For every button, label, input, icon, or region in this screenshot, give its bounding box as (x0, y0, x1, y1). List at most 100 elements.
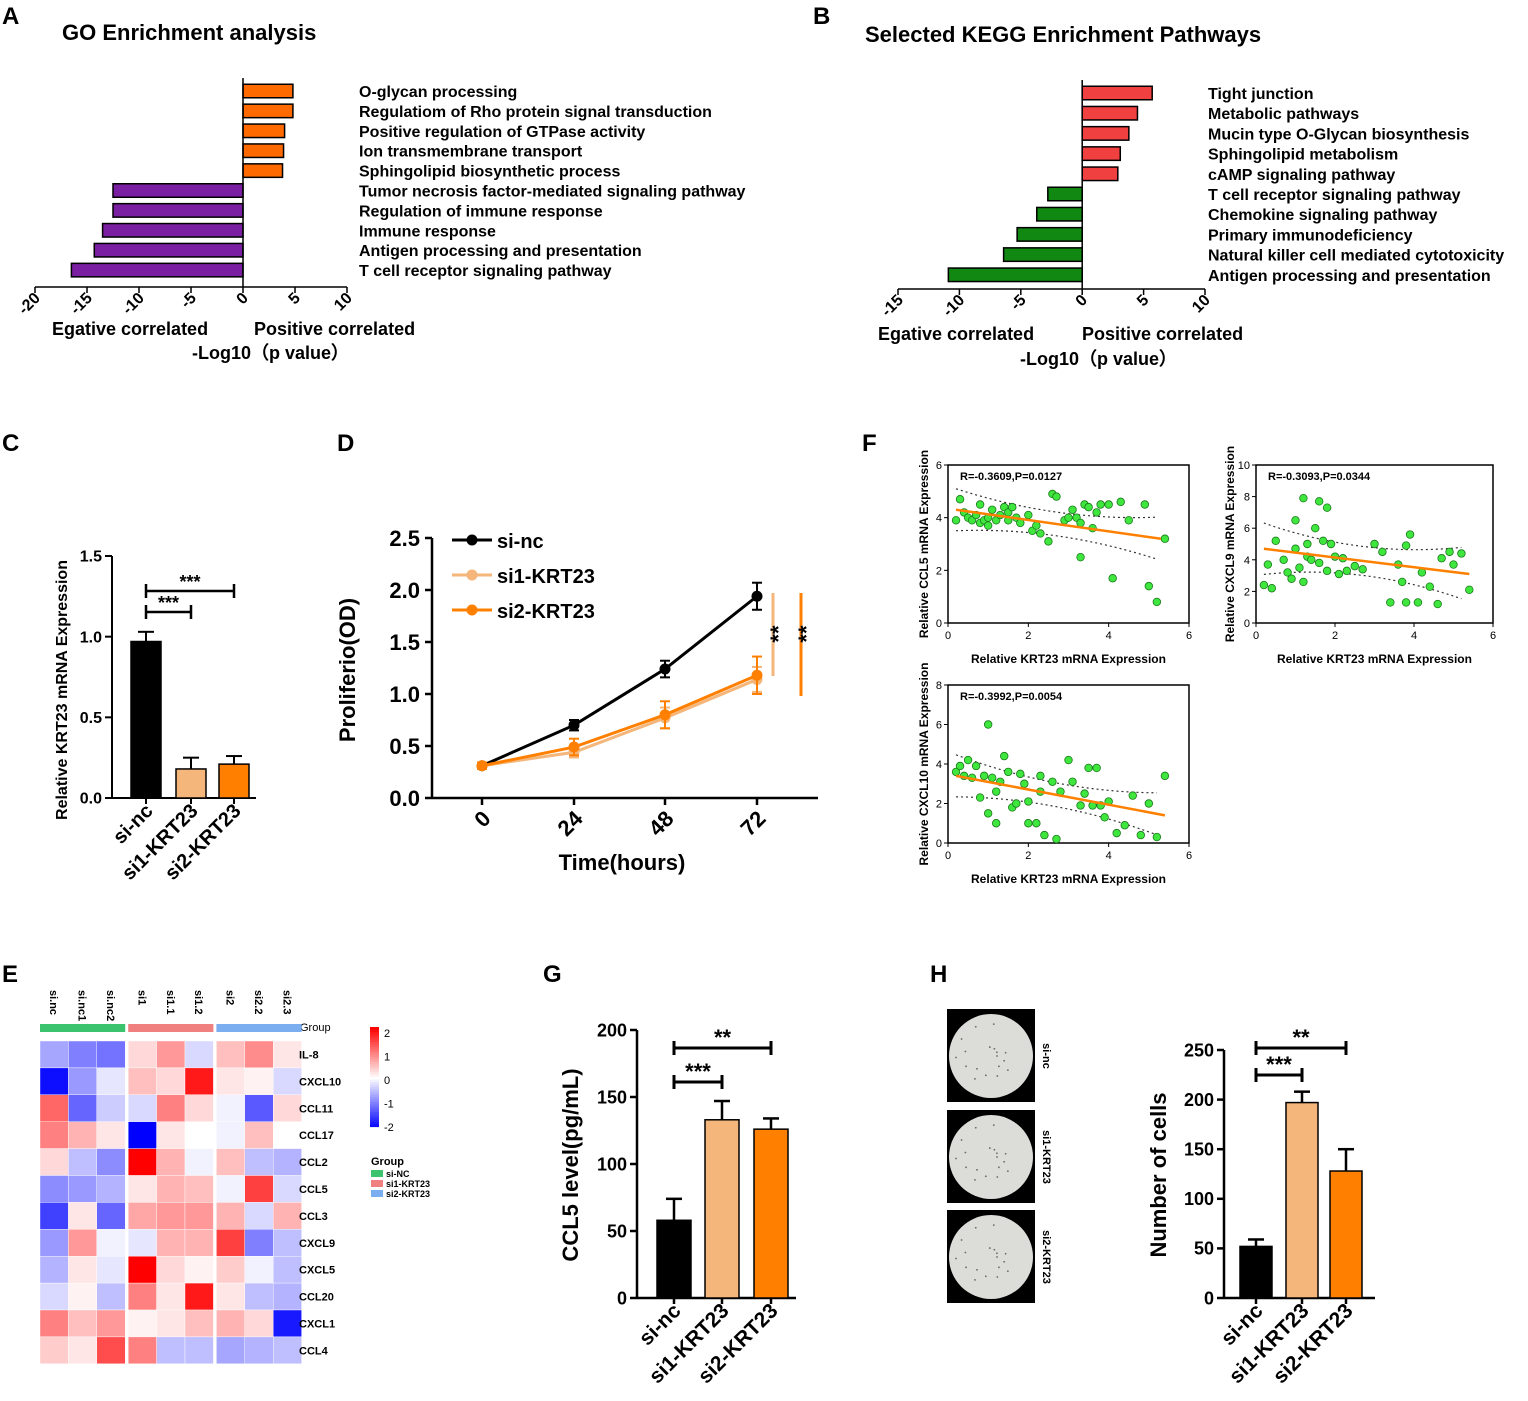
y-tick-label: 6 (1244, 523, 1250, 535)
colony-dot (976, 1067, 978, 1070)
heatmap-cell (127, 1040, 157, 1069)
significance-label-1: *** (1266, 1052, 1292, 1077)
category-label-4: Ion transmembrane transport (359, 144, 583, 161)
scatter-point (1303, 539, 1312, 549)
color-scale-segment (370, 1062, 379, 1065)
scatter-point (1104, 500, 1113, 509)
bar-1 (1081, 85, 1153, 101)
heatmap-cell (39, 1336, 69, 1365)
bar-5 (242, 163, 284, 179)
scatter-point (971, 761, 981, 771)
category-label-9: Antigen processing and presentation (359, 243, 642, 260)
heatmap-cell (39, 1202, 69, 1230)
heatmap-cell (96, 1309, 126, 1338)
category-label-1: Tight junction (1208, 86, 1313, 103)
panel-label-h: H (930, 961, 947, 988)
heatmap-cell (184, 1094, 214, 1122)
color-scale-segment (370, 1107, 379, 1110)
scatter-point (1263, 560, 1273, 569)
scatter-point (975, 793, 985, 802)
panel-b-xlabel: -Log10（p value） (1020, 349, 1177, 369)
y-tick-label: 0 (936, 838, 942, 850)
scatter-point (1084, 502, 1093, 512)
scatter-point (1299, 577, 1308, 587)
panel-b-title: Selected KEGG Enrichment Pathways (865, 22, 1261, 47)
category-label-5: Sphingolipid biosynthetic process (359, 164, 620, 181)
colony-dot (965, 1166, 967, 1169)
colony-well-3 (949, 1215, 1033, 1299)
regression-line (1263, 547, 1470, 576)
colony-dot (974, 1226, 977, 1229)
significance-label-2: ** (714, 1025, 732, 1050)
y-tick-label: 8 (1244, 492, 1250, 504)
colony-dot (993, 1047, 996, 1050)
scatter-point (1449, 560, 1458, 569)
significance-label-2: ** (794, 625, 819, 643)
heatmap-cell (39, 1094, 69, 1122)
heatmap-cell (273, 1121, 302, 1149)
heatmap-cell (39, 1282, 69, 1311)
y-tick-label: 4 (936, 513, 942, 525)
scatter-point (1425, 582, 1434, 591)
data-point (568, 741, 580, 753)
heatmap-cell (156, 1094, 186, 1122)
heatmap-cell (244, 1067, 274, 1096)
x-tick-label: 4 (1106, 850, 1112, 862)
scatter-point (1413, 598, 1423, 607)
category-label-7: Regulation of immune response (359, 203, 603, 220)
row-label-5: CCL2 (299, 1157, 328, 1169)
bar-6 (1047, 186, 1083, 202)
scatter-point (1108, 574, 1117, 583)
heatmap-cell (273, 1175, 302, 1203)
colony-dot (1003, 1059, 1006, 1062)
colony-dot (960, 1139, 963, 1141)
y-tick-label: 1.5 (80, 549, 102, 566)
bar-3 (242, 123, 286, 139)
heatmap-cell (68, 1148, 98, 1176)
scatter-point (1084, 763, 1093, 773)
x-tick-label: 6 (1186, 630, 1192, 642)
scatter-point (983, 720, 993, 729)
heatmap-cell (127, 1336, 157, 1365)
heatmap-cell (244, 1202, 274, 1230)
heatmap-cell (68, 1121, 98, 1149)
colony-dot (996, 1152, 998, 1155)
color-scale-segment (370, 1067, 379, 1070)
colony-dot (996, 1252, 998, 1255)
color-scale-segment (370, 1122, 379, 1125)
scatter-point (1080, 789, 1089, 798)
bar-5 (1081, 166, 1119, 182)
heatmap-cell (156, 1121, 186, 1149)
heatmap-cell (96, 1067, 126, 1096)
colony-dot (964, 1251, 967, 1254)
scatter-xlabel-1: Relative KRT23 mRNA Expression (971, 652, 1166, 666)
heatmap-cell (39, 1229, 69, 1257)
color-scale-segment (370, 1059, 379, 1063)
heatmap-cell (96, 1202, 126, 1230)
scatter-point (1152, 832, 1162, 842)
bar-2 (175, 768, 207, 799)
scatter-point (1044, 537, 1053, 546)
bar-9 (1002, 247, 1083, 263)
panel-e-legend-title: Group (371, 1156, 404, 1168)
legend-label-2: si1-KRT23 (497, 566, 595, 588)
group-bar-2 (128, 1024, 214, 1032)
heatmap-cell (273, 1040, 302, 1069)
heatmap-cell (156, 1175, 186, 1203)
scatter-point (1378, 547, 1387, 557)
scatter-point (1267, 584, 1276, 593)
x-tick-label: 6 (1490, 630, 1496, 642)
scatter-point (1076, 552, 1085, 562)
colony-dot (1004, 1051, 1007, 1054)
column-label-3: si.nc2 (104, 990, 116, 1021)
heatmap-cell (244, 1121, 274, 1149)
scatter-point (1322, 566, 1332, 576)
scatter-point (1100, 813, 1109, 822)
category-label-8: Immune response (359, 223, 496, 240)
scatter-point (1068, 505, 1077, 514)
panel-a-pos-label: Positive correlated (254, 319, 415, 339)
color-scale-segment (370, 1114, 379, 1118)
color-scale-label: 0 (384, 1075, 390, 1087)
y-tick-label: 8 (936, 680, 942, 692)
heatmap-cell (244, 1229, 274, 1257)
